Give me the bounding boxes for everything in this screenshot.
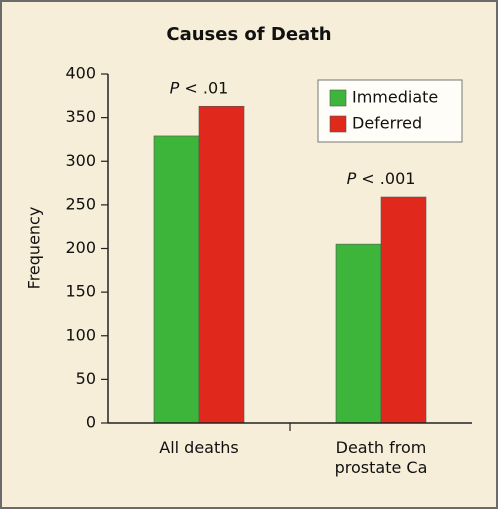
annotation-rest: < .01	[179, 78, 228, 97]
y-tick-label: 50	[76, 369, 96, 388]
annotation: P < .001	[347, 169, 416, 188]
bar	[153, 135, 200, 424]
y-axis-label: Frequency	[25, 207, 44, 290]
chart-title: Causes of Death	[166, 24, 331, 45]
bar	[335, 243, 382, 424]
y-tick-label: 300	[65, 151, 96, 170]
y-tick-label: 350	[65, 107, 96, 126]
bar	[198, 105, 245, 424]
bar	[380, 196, 427, 424]
y-tick-label: 100	[65, 325, 96, 344]
annotation-italic: P	[347, 169, 357, 188]
legend-swatch	[329, 89, 347, 107]
annotation-italic: P	[170, 78, 180, 97]
y-tick-label: 150	[65, 282, 96, 301]
legend-swatch	[329, 115, 347, 133]
annotation-rest: < .001	[356, 169, 415, 188]
y-tick-label: 0	[86, 413, 96, 432]
x-tick-label: Death from prostate Ca	[334, 438, 428, 477]
legend-label: Immediate	[352, 88, 438, 107]
x-tick-label: All deaths	[159, 438, 239, 457]
y-tick-label: 250	[65, 194, 96, 213]
legend-label: Deferred	[352, 114, 422, 133]
y-tick-label: 400	[65, 64, 96, 83]
y-tick-label: 200	[65, 238, 96, 257]
annotation: P < .01	[170, 78, 229, 97]
